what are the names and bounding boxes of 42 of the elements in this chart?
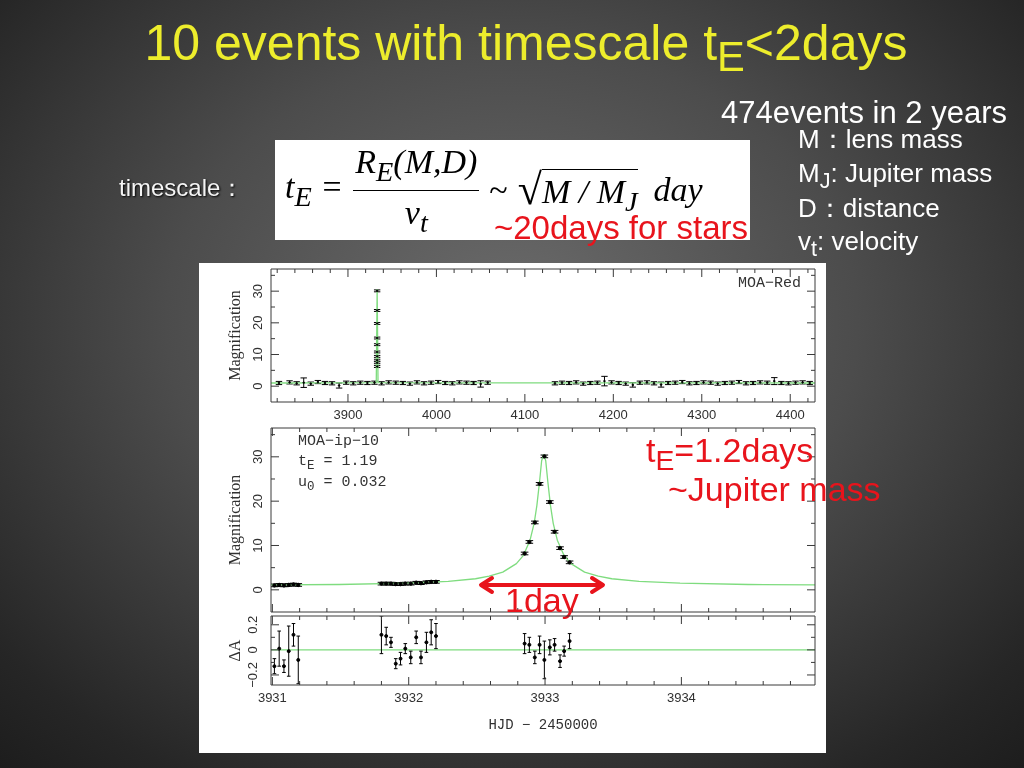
y-tick-label: 0 [244, 646, 260, 654]
x-tick-label: 4000 [421, 407, 451, 423]
y-tick-label: 30 [250, 449, 266, 465]
text: D：distance [798, 193, 940, 224]
annotation: t$_{E}$ = 1.19 [298, 453, 378, 474]
y-tick-label: −0.2 [244, 662, 260, 688]
text: √ [517, 165, 542, 214]
x-axis-title: HJD − 2450000 [488, 717, 598, 734]
y-axis-title: ΔA [225, 639, 243, 662]
y-tick-label: 30 [250, 283, 266, 299]
y-tick-label: 20 [250, 493, 266, 509]
annotation: u$_{0}$ = 0.032 [298, 474, 387, 495]
x-tick-label: 3932 [394, 690, 424, 706]
x-tick-label: 3933 [530, 690, 560, 706]
y-tick-label: 10 [250, 538, 266, 553]
text: M$_{J}$: Jupiter mass [798, 158, 993, 195]
x-tick-label: 3931 [257, 690, 287, 706]
y-tick-label: 0 [250, 586, 266, 594]
y-axis-title: Magnification [225, 290, 244, 381]
x-tick-label: 4100 [510, 407, 540, 423]
text: R$_{E}$(M,D) [353, 142, 480, 191]
x-tick-label: 4300 [687, 407, 717, 423]
annotation: MOA−Red [737, 275, 801, 293]
text: v$_{t}$: velocity [798, 226, 919, 263]
x-tick-label: 3900 [333, 407, 363, 423]
text: timescale： [119, 174, 245, 202]
annotation: MOA−ip−10 [298, 433, 380, 451]
annotation: 1day [505, 581, 579, 621]
y-tick-label: 10 [250, 347, 266, 362]
x-tick-label: 3934 [666, 690, 696, 706]
y-axis-title: Magnification [225, 474, 244, 566]
text: v$_{t}$ [404, 192, 428, 238]
text: ~ [489, 171, 508, 209]
text: day [653, 171, 703, 209]
x-tick-label: 4400 [775, 407, 805, 423]
text: 10 events with timescale t$_{E}$<2days [144, 15, 908, 81]
text: t$_{E}$ = [285, 168, 344, 212]
y-tick-label: 0 [250, 382, 266, 390]
y-tick-label: 0.2 [244, 615, 260, 634]
annotation: t$_{E}$=1.2days [646, 431, 814, 476]
x-tick-label: 4200 [598, 407, 628, 423]
y-tick-label: 20 [250, 315, 266, 331]
